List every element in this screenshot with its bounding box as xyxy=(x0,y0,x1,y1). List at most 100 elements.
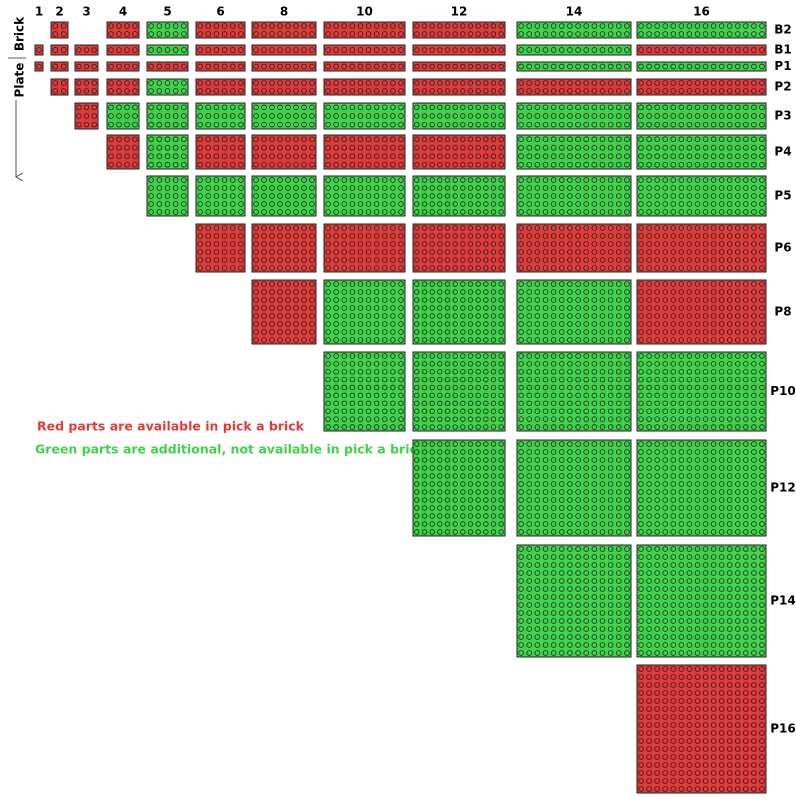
stud xyxy=(542,113,549,119)
stud xyxy=(534,297,541,303)
stud xyxy=(615,521,622,527)
stud xyxy=(726,305,733,311)
stud xyxy=(437,88,443,94)
stud xyxy=(490,201,497,207)
stud xyxy=(624,578,630,584)
stud xyxy=(414,249,420,255)
stud xyxy=(638,722,644,728)
stud xyxy=(599,23,606,29)
part xyxy=(412,21,506,39)
stud xyxy=(534,329,541,335)
stud xyxy=(607,626,614,632)
stud xyxy=(670,305,677,311)
stud xyxy=(759,546,765,552)
stud xyxy=(373,113,380,119)
stud xyxy=(349,80,356,86)
stud xyxy=(718,209,725,215)
stud xyxy=(460,209,466,215)
stud xyxy=(759,281,765,287)
stud xyxy=(670,698,677,704)
column-label: 4 xyxy=(119,5,127,19)
stud xyxy=(498,233,504,239)
stud xyxy=(460,457,466,463)
part xyxy=(516,44,632,56)
stud xyxy=(710,305,717,311)
stud xyxy=(357,177,364,183)
stud xyxy=(678,546,685,552)
stud xyxy=(638,392,644,399)
stud xyxy=(534,562,541,568)
stud xyxy=(615,23,622,29)
stud xyxy=(116,63,122,70)
stud xyxy=(607,289,614,295)
stud xyxy=(309,88,315,94)
stud xyxy=(710,441,717,447)
stud xyxy=(229,241,236,247)
stud xyxy=(357,241,364,247)
stud xyxy=(197,249,203,255)
stud xyxy=(309,305,315,311)
stud xyxy=(116,144,122,151)
stud xyxy=(759,594,765,600)
stud xyxy=(490,185,497,191)
stud xyxy=(607,634,614,640)
stud xyxy=(213,63,220,70)
stud xyxy=(743,618,749,624)
stud xyxy=(460,361,466,367)
stud xyxy=(734,770,741,776)
stud xyxy=(678,88,685,94)
stud xyxy=(702,31,709,37)
stud xyxy=(710,313,717,319)
stud xyxy=(156,88,163,94)
stud xyxy=(534,121,541,128)
stud xyxy=(718,47,725,53)
stud xyxy=(293,185,299,191)
stud xyxy=(357,392,364,399)
stud xyxy=(213,209,220,215)
stud xyxy=(638,225,644,231)
stud xyxy=(261,193,267,199)
stud xyxy=(398,376,404,383)
stud xyxy=(599,384,606,391)
stud xyxy=(172,23,179,29)
stud xyxy=(726,337,733,343)
stud xyxy=(83,121,90,128)
stud xyxy=(365,329,372,335)
stud xyxy=(591,321,598,327)
stud xyxy=(421,489,428,495)
stud xyxy=(172,31,179,37)
stud xyxy=(221,249,228,255)
stud xyxy=(437,416,443,422)
stud xyxy=(526,505,533,511)
stud xyxy=(710,778,717,784)
stud xyxy=(460,313,466,319)
stud xyxy=(646,193,652,199)
stud xyxy=(164,31,171,37)
stud xyxy=(591,113,598,119)
stud xyxy=(686,289,693,295)
stud xyxy=(694,650,701,656)
stud xyxy=(670,513,677,519)
stud xyxy=(357,368,364,375)
stud xyxy=(550,642,557,648)
stud xyxy=(734,281,741,287)
stud xyxy=(694,682,701,688)
stud xyxy=(349,353,356,359)
stud xyxy=(293,321,299,327)
stud xyxy=(467,529,474,535)
stud xyxy=(615,546,622,552)
stud xyxy=(654,392,660,399)
stud xyxy=(526,513,533,519)
stud xyxy=(277,63,283,70)
stud xyxy=(483,416,489,422)
stud xyxy=(365,305,372,311)
stud xyxy=(583,497,590,503)
stud xyxy=(116,23,122,29)
stud xyxy=(381,177,388,183)
stud xyxy=(726,473,733,479)
stud xyxy=(518,449,524,455)
stud xyxy=(164,121,171,128)
stud xyxy=(534,88,541,94)
stud xyxy=(414,265,420,271)
stud xyxy=(526,144,533,151)
